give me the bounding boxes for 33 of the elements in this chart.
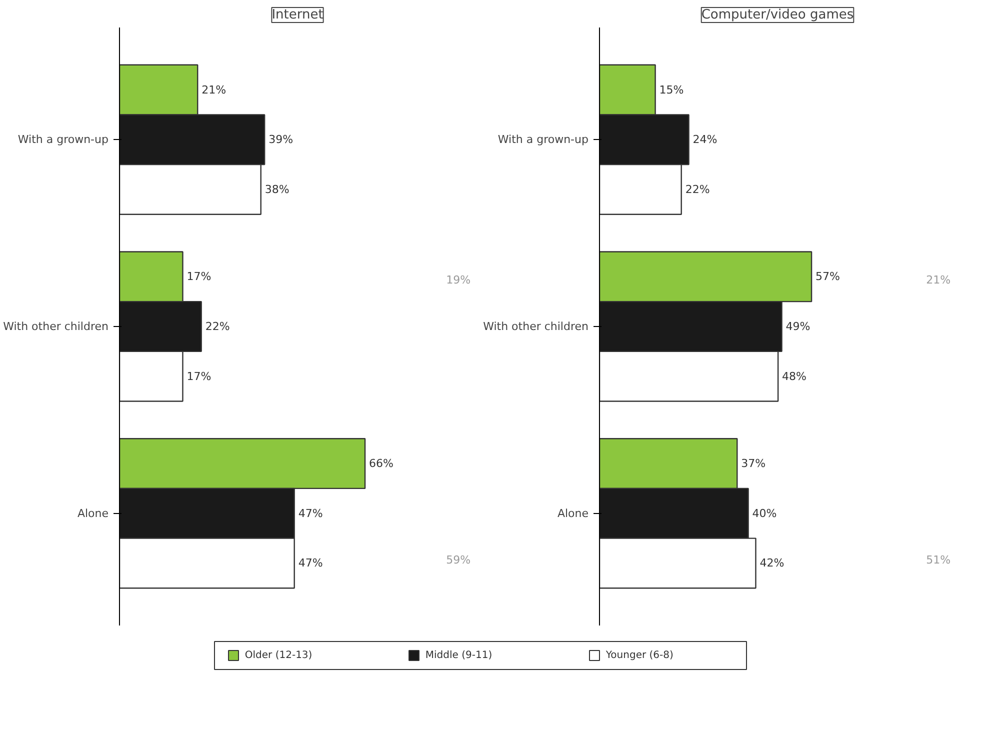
y-tick-label: With a grown-up [498,133,589,146]
data-label: 17% [186,270,212,284]
text: 19% [446,273,471,286]
chart-title: Internet [272,8,324,22]
y-tick-label: With a grown-up [18,133,109,146]
data-label: 48% [782,370,807,383]
y-tick-label: With other children [483,320,589,333]
data-label: 37% [741,457,766,470]
text: 59% [446,554,471,567]
legend-label: Middle (9-11) [425,650,492,661]
data-label: 66% [369,457,394,470]
data-label: 57% [816,270,840,284]
legend-label: Younger (6-8) [604,650,674,661]
text: 21% [926,273,951,286]
y-tick-label: With other children [3,320,109,333]
y-tick-label: Alone [77,506,109,520]
data-label: 38% [264,182,290,196]
chart-title: Computer/video games [701,8,854,22]
data-label: 39% [268,133,294,146]
y-tick-label: Alone [557,506,589,520]
data-label: 42% [760,556,784,570]
data-label: 47% [298,556,323,570]
data-label: 21% [202,83,226,96]
data-label: 17% [186,370,212,383]
data-label: 22% [205,320,230,333]
data-label: 40% [752,506,777,520]
data-label: 24% [692,133,718,146]
data-label: 49% [786,320,810,333]
data-label: 47% [298,506,323,520]
text: 51% [926,554,951,567]
data-label: 15% [659,83,684,96]
legend-label: Older (12-13) [244,650,312,661]
data-label: 22% [685,182,710,196]
